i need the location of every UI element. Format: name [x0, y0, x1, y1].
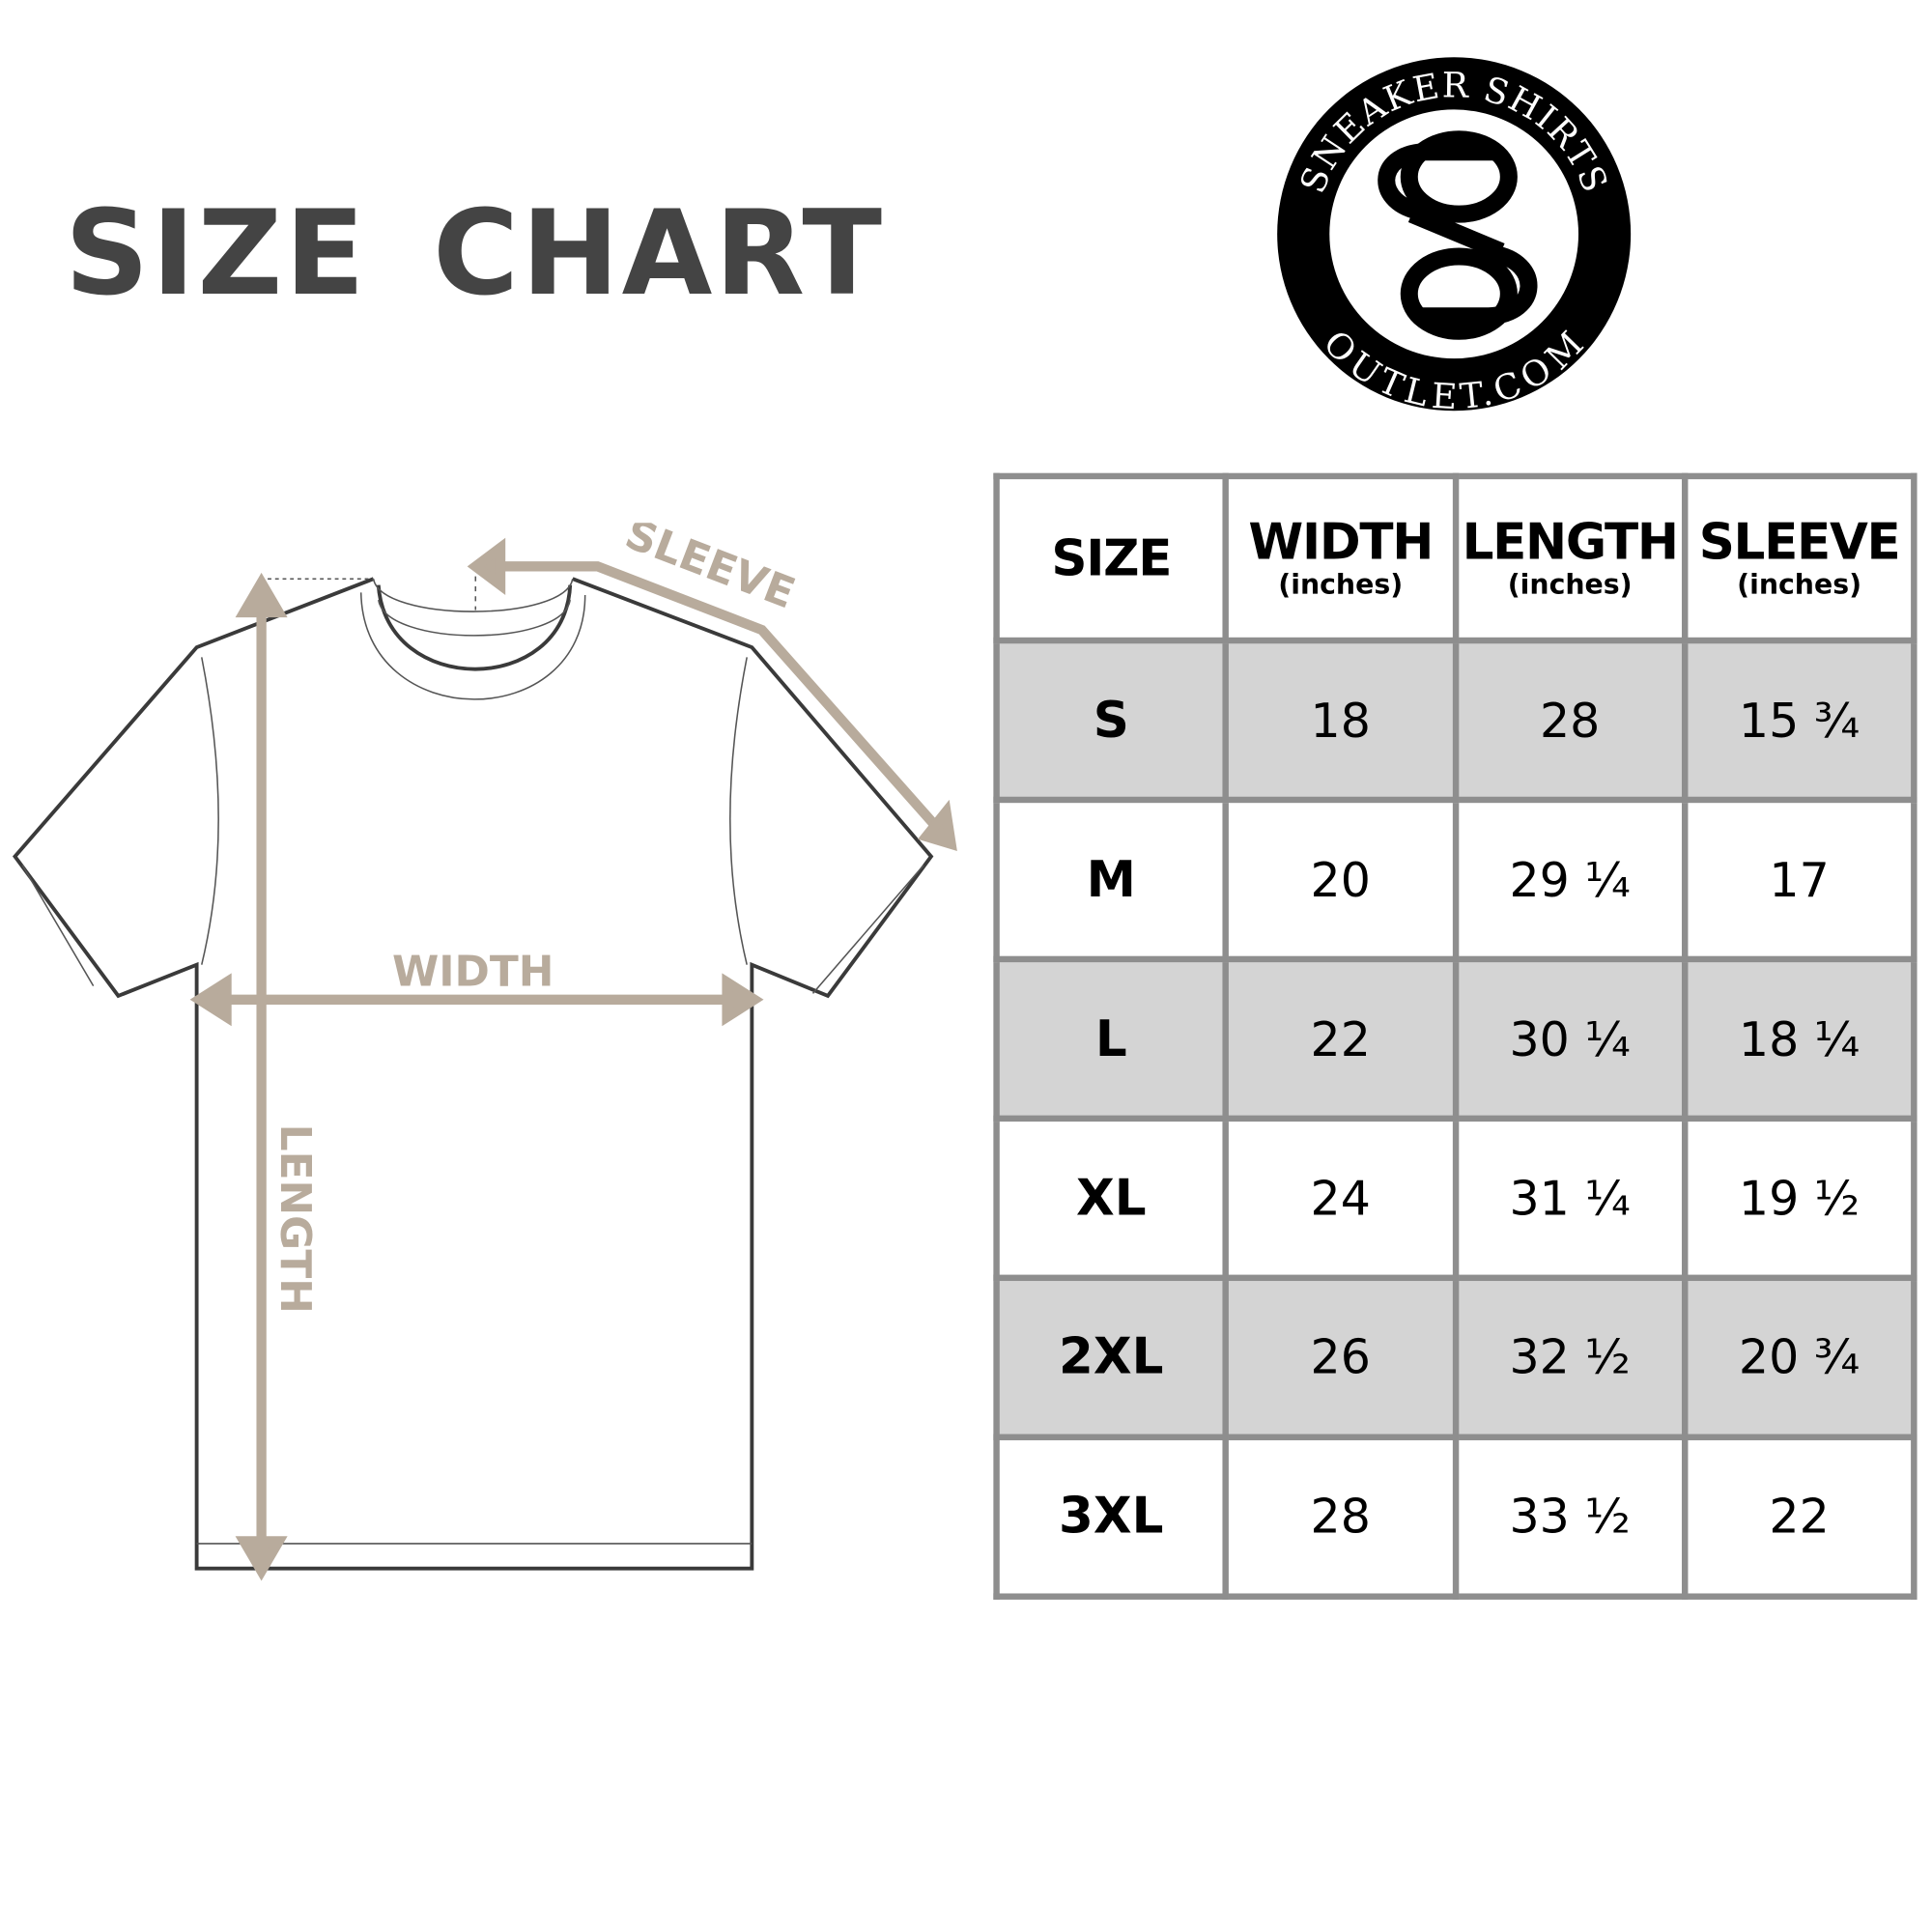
cell-width: 28	[1222, 1434, 1459, 1600]
cell-length: 32 ½	[1452, 1274, 1689, 1440]
tshirt-diagram: WIDTH SLEEVE LENGTH	[12, 523, 957, 1581]
width-label: WIDTH	[392, 948, 554, 997]
cell-sleeve: 19 ½	[1681, 1115, 1918, 1282]
cell-width: 26	[1222, 1274, 1459, 1440]
header-size: SIZE	[993, 472, 1230, 644]
table-row: 2XL 26 32 ½ 20 ¾	[993, 1274, 1918, 1440]
header-width: WIDTH (inches)	[1222, 472, 1459, 644]
cell-sleeve: 22	[1681, 1434, 1918, 1600]
brand-logo: SNEAKER SHIRTS OUTLET.COM	[1277, 57, 1632, 413]
measure-arrows	[189, 537, 957, 1581]
header-length: LENGTH (inches)	[1452, 472, 1689, 644]
monogram-icon	[1378, 130, 1538, 340]
page-title: SIZE CHART	[65, 186, 885, 323]
cell-size: 2XL	[993, 1274, 1230, 1440]
sleeve-label: SLEEVE	[618, 523, 801, 618]
cell-size: S	[993, 637, 1230, 804]
cell-length: 30 ¼	[1452, 955, 1689, 1122]
cell-width: 20	[1222, 796, 1459, 963]
cell-size: M	[993, 796, 1230, 963]
table-row: XL 24 31 ¼ 19 ½	[993, 1115, 1918, 1282]
length-label: LENGTH	[270, 1124, 320, 1314]
size-table: SIZE WIDTH (inches) LENGTH (inches) SLEEVE…	[993, 472, 1918, 1600]
cell-length: 28	[1452, 637, 1689, 804]
table-row: 3XL 28 33 ½ 22	[993, 1434, 1918, 1600]
cell-sleeve: 20 ¾	[1681, 1274, 1918, 1440]
cell-sleeve: 17	[1681, 796, 1918, 963]
header-sleeve: SLEEVE (inches)	[1681, 472, 1918, 644]
cell-length: 31 ¼	[1452, 1115, 1689, 1282]
table-header-row: SIZE WIDTH (inches) LENGTH (inches) SLEEVE…	[993, 472, 1918, 644]
shirt-outline	[12, 577, 934, 1571]
table-row: S 18 28 15 ¾	[993, 637, 1918, 804]
table-row: L 22 30 ¼ 18 ¼	[993, 955, 1918, 1122]
neckline	[376, 584, 573, 671]
cell-sleeve: 15 ¾	[1681, 637, 1918, 804]
cell-size: XL	[993, 1115, 1230, 1282]
table-row: M 20 29 ¼ 17	[993, 796, 1918, 963]
cell-width: 24	[1222, 1115, 1459, 1282]
cell-width: 22	[1222, 955, 1459, 1122]
cell-size: L	[993, 955, 1230, 1122]
cell-size: 3XL	[993, 1434, 1230, 1600]
cell-length: 29 ¼	[1452, 796, 1689, 963]
cell-length: 33 ½	[1452, 1434, 1689, 1600]
cell-sleeve: 18 ¼	[1681, 955, 1918, 1122]
cell-width: 18	[1222, 637, 1459, 804]
sleeve-arrow	[495, 561, 940, 831]
